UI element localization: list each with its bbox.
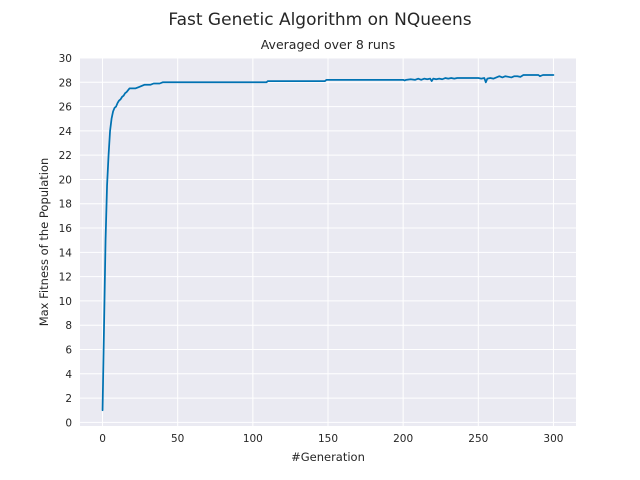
y-tick-label: 24 bbox=[59, 126, 73, 138]
y-tick-label: 12 bbox=[59, 272, 72, 284]
y-tick-label: 16 bbox=[59, 223, 73, 235]
x-tick-label: 150 bbox=[318, 433, 338, 445]
y-tick-label: 26 bbox=[59, 102, 73, 114]
y-tick-label: 22 bbox=[59, 150, 72, 162]
y-tick-label: 4 bbox=[65, 369, 72, 381]
grid bbox=[80, 57, 576, 426]
y-axis-label: Max Fitness of the Population bbox=[37, 158, 51, 327]
x-tick-label: 250 bbox=[468, 433, 488, 445]
y-tick-label: 2 bbox=[65, 393, 72, 405]
y-tick-label: 14 bbox=[59, 247, 73, 259]
x-axis-label: #Generation bbox=[291, 450, 365, 464]
x-tick-label: 100 bbox=[243, 433, 263, 445]
chart-suptitle: Fast Genetic Algorithm on NQueens bbox=[168, 10, 471, 30]
y-tick-label: 30 bbox=[59, 53, 72, 65]
x-tick-label: 50 bbox=[171, 433, 184, 445]
y-tick-label: 28 bbox=[59, 77, 72, 89]
y-tick-label: 10 bbox=[59, 296, 72, 308]
x-tick-label: 200 bbox=[393, 433, 413, 445]
series-layer bbox=[101, 74, 555, 412]
x-tick-label: 300 bbox=[543, 433, 563, 445]
series-line-0 bbox=[101, 74, 555, 412]
x-tick-label: 0 bbox=[99, 433, 106, 445]
x-axis-ticks: 0 50 100 150 200 250 300 bbox=[99, 433, 563, 445]
y-tick-label: 18 bbox=[59, 199, 72, 211]
y-tick-label: 6 bbox=[65, 344, 72, 356]
y-tick-label: 0 bbox=[65, 417, 72, 429]
y-tick-label: 8 bbox=[65, 320, 72, 332]
y-tick-label: 20 bbox=[59, 174, 72, 186]
chart-title: Averaged over 8 runs bbox=[261, 37, 396, 52]
